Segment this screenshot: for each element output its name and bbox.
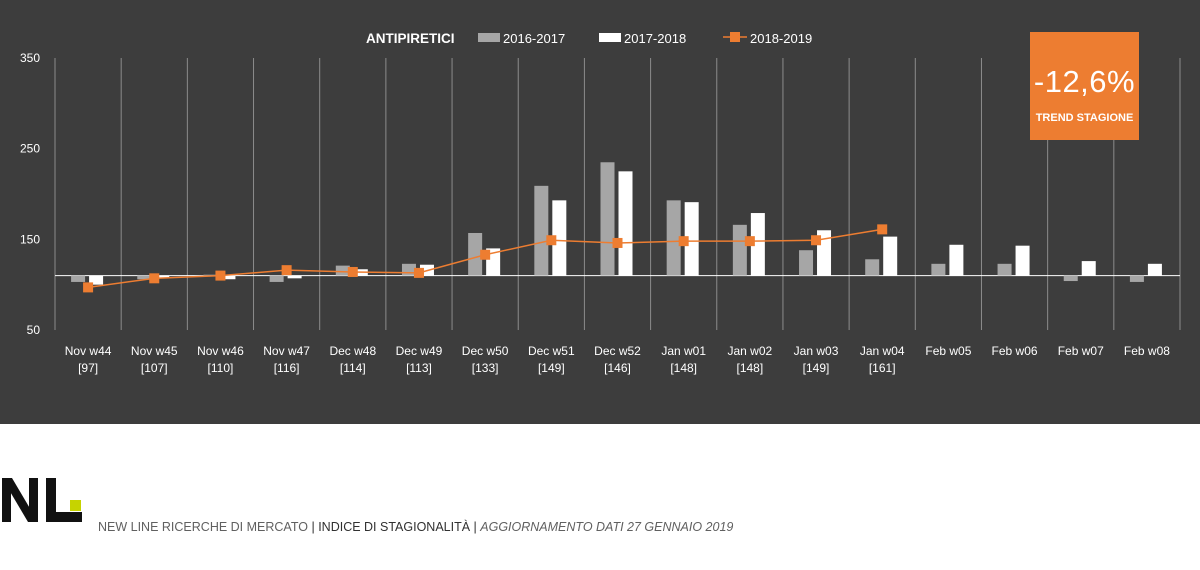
- bar-2017-2018-Feb w07: [1081, 261, 1096, 276]
- bar-2016-2017-Jan w01: [666, 200, 681, 276]
- x-tick-sublabel: [149]: [803, 361, 830, 375]
- x-tick-label: Dec w51: [528, 344, 575, 358]
- footer-separator: |: [307, 520, 319, 534]
- footer-company: NEW LINE RICERCHE DI MERCATO: [98, 520, 308, 534]
- bar-2017-2018-Feb w05: [949, 244, 964, 276]
- x-tick-sublabel: [148]: [737, 361, 764, 375]
- x-tick-sublabel: [161]: [869, 361, 896, 375]
- x-tick-sublabel: [113]: [406, 361, 432, 375]
- bar-2016-2017-Dec w51: [534, 185, 549, 276]
- x-tick-sublabel: [133]: [472, 361, 499, 375]
- x-tick-label: Feb w08: [1124, 344, 1170, 358]
- trend-value: -12,6%: [1033, 64, 1136, 99]
- x-tick-sublabel: [110]: [208, 361, 234, 375]
- chart-svg: 350 250 150 50 Nov w44 [97] Nov w45 [107] Nov w4…: [20, 31, 1181, 375]
- x-tick-label: Nov w44: [65, 344, 112, 358]
- bar-2017-2018-Dec w52: [618, 171, 633, 276]
- y-tick-label: 150: [20, 232, 40, 246]
- legend-label-2016-2017: 2016-2017: [503, 31, 565, 46]
- x-tick-label: Jan w01: [661, 344, 706, 358]
- bar-2017-2018-Nov w44: [89, 275, 104, 285]
- x-tick-label: Jan w03: [794, 344, 839, 358]
- bar-2016-2017-Dec w48: [335, 265, 350, 276]
- bar-2016-2017-Feb w07: [1063, 275, 1078, 282]
- y-tick-label: 50: [27, 323, 41, 337]
- x-tick-label: Jan w04: [860, 344, 905, 358]
- bar-2017-2018-Nov w47: [287, 275, 302, 279]
- trend-label: TREND STAGIONE: [1035, 112, 1134, 124]
- x-tick-label: Feb w07: [1058, 344, 1104, 358]
- bar-2017-2018-Feb w06: [1015, 245, 1030, 276]
- bar-2017-2018-Nov w46: [221, 275, 236, 280]
- x-tick-sublabel: [114]: [340, 361, 366, 375]
- x-tick-label: Dec w52: [594, 344, 641, 358]
- trend-badge: -12,6% TREND STAGIONE: [1030, 32, 1139, 140]
- bar-2017-2018-Feb w08: [1147, 263, 1162, 276]
- footer-separator: |: [470, 520, 481, 534]
- y-tick-label: 250: [20, 142, 40, 156]
- bar-2017-2018-Nov w45: [155, 275, 170, 279]
- bar-2016-2017-Feb w06: [997, 263, 1012, 276]
- bar-2016-2017-Jan w03: [799, 250, 814, 276]
- x-tick-label: Feb w06: [992, 344, 1038, 358]
- x-tick-label: Nov w47: [263, 344, 310, 358]
- bar-2016-2017-Dec w49: [401, 263, 416, 276]
- x-tick-sublabel: [97]: [78, 361, 98, 375]
- bar-2017-2018-Jan w04: [883, 236, 898, 276]
- footer-update: AGGIORNAMENTO DATI 27 GENNAIO 2019: [480, 520, 734, 534]
- point-2018-2019-Jan w03: [811, 235, 822, 246]
- x-tick-sublabel: [116]: [274, 361, 300, 375]
- bar-2017-2018-Dec w51: [552, 200, 567, 276]
- bar-2016-2017-Jan w04: [865, 259, 880, 276]
- bar-2016-2017-Dec w52: [600, 162, 615, 276]
- bar-2016-2017-Dec w50: [468, 232, 483, 276]
- point-2018-2019-Nov w46: [215, 270, 226, 281]
- chart-title: ANTIPIRETICI: [366, 31, 455, 46]
- chart-panel: 350 250 150 50 Nov w44 [97] Nov w45 [107] Nov w4…: [0, 0, 1200, 424]
- x-tick-label: Dec w50: [462, 344, 509, 358]
- x-tick-sublabel: [148]: [670, 361, 697, 375]
- footer-text: NEW LINE RICERCHE DI MERCATO | INDICE DI…: [98, 520, 733, 534]
- bar-2016-2017-Nov w44: [71, 275, 86, 282]
- x-tick-sublabel: [146]: [604, 361, 631, 375]
- point-2018-2019-Dec w52: [612, 237, 623, 248]
- footer-index: INDICE DI STAGIONALITÀ: [318, 520, 471, 534]
- nl-logo: [2, 478, 82, 522]
- bar-2016-2017-Feb w08: [1129, 275, 1144, 282]
- bar-2017-2018-Jan w02: [750, 213, 765, 276]
- legend-label-2017-2018: 2017-2018: [624, 31, 686, 46]
- bar-2016-2017-Nov w46: [203, 274, 218, 276]
- legend-label-2018-2019: 2018-2019: [750, 31, 812, 46]
- point-2018-2019-Dec w51: [546, 235, 557, 246]
- legend-swatch-2017-2018: [599, 33, 621, 42]
- x-tick-label: Jan w02: [728, 344, 773, 358]
- point-2018-2019-Nov w45: [149, 273, 160, 284]
- bar-2016-2017-Nov w47: [269, 275, 284, 282]
- y-tick-label: 350: [20, 51, 40, 65]
- point-2018-2019-Dec w50: [480, 249, 491, 260]
- bar-2016-2017-Jan w02: [732, 224, 747, 276]
- x-tick-label: Dec w48: [329, 344, 376, 358]
- point-2018-2019-Dec w49: [413, 267, 424, 278]
- x-tick-label: Feb w05: [925, 344, 971, 358]
- point-2018-2019-Nov w44: [83, 282, 94, 293]
- point-2018-2019-Jan w02: [744, 236, 755, 247]
- bar-2016-2017-Feb w05: [931, 263, 946, 276]
- footer: NEW LINE RICERCHE DI MERCATO | INDICE DI…: [0, 424, 1200, 570]
- x-tick-sublabel: [149]: [538, 361, 565, 375]
- legend-swatch-marker-2018-2019: [730, 32, 740, 42]
- legend-swatch-2016-2017: [478, 33, 500, 42]
- x-tick-label: Nov w45: [131, 344, 178, 358]
- bar-2017-2018-Jan w01: [684, 202, 699, 276]
- x-tick-sublabel: [107]: [141, 361, 168, 375]
- point-2018-2019-Nov w47: [281, 265, 292, 276]
- point-2018-2019-Jan w04: [877, 224, 888, 235]
- point-2018-2019-Dec w48: [347, 266, 358, 277]
- x-tick-label: Nov w46: [197, 344, 244, 358]
- point-2018-2019-Jan w01: [678, 236, 689, 247]
- x-tick-label: Dec w49: [396, 344, 443, 358]
- bar-2016-2017-Nov w45: [137, 275, 152, 280]
